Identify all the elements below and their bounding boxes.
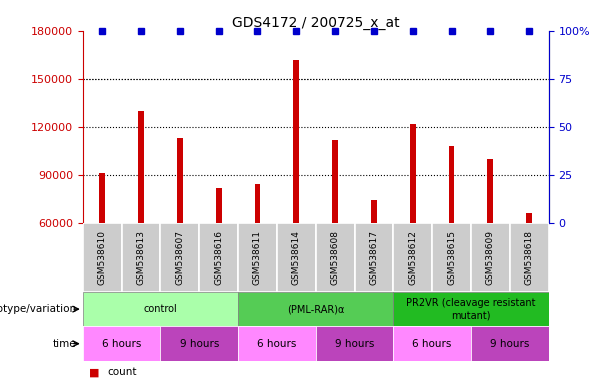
Text: 9 hours: 9 hours [335,339,374,349]
Bar [394,326,471,361]
Bar [471,326,549,361]
Text: GSM538613: GSM538613 [137,230,145,285]
Text: GSM538609: GSM538609 [486,230,495,285]
Text: 6 hours: 6 hours [102,339,141,349]
Text: ■: ■ [89,367,99,377]
Bar [394,223,432,292]
Title: GDS4172 / 200725_x_at: GDS4172 / 200725_x_at [232,16,400,30]
Bar [294,60,299,319]
Text: PR2VR (cleavage resistant
mutant): PR2VR (cleavage resistant mutant) [406,298,536,320]
Bar [410,124,416,319]
Bar [432,223,471,292]
Bar [83,292,238,326]
Bar [161,223,199,292]
Bar [354,223,394,292]
Bar [121,223,161,292]
Bar [316,223,354,292]
Bar [161,326,238,361]
Bar [83,326,161,361]
Bar [471,223,510,292]
Bar [510,223,549,292]
Text: GSM538618: GSM538618 [525,230,534,285]
Bar [487,159,493,319]
Text: 6 hours: 6 hours [413,339,452,349]
Text: GSM538615: GSM538615 [447,230,456,285]
Bar [177,138,183,319]
Bar [83,223,121,292]
Bar [199,223,238,292]
Text: 9 hours: 9 hours [180,339,219,349]
Bar [99,173,105,319]
Bar [316,326,394,361]
Bar [449,146,454,319]
Text: time: time [53,339,77,349]
Text: genotype/variation: genotype/variation [0,304,77,314]
Text: 6 hours: 6 hours [257,339,297,349]
Text: control: control [143,304,177,314]
Text: GSM538612: GSM538612 [408,230,417,285]
Text: GSM538608: GSM538608 [330,230,340,285]
Text: GSM538611: GSM538611 [253,230,262,285]
Bar [254,184,261,319]
Bar [216,187,221,319]
Text: GSM538614: GSM538614 [292,230,301,285]
Bar [332,139,338,319]
Bar [238,326,316,361]
Bar [394,292,549,326]
Text: GSM538607: GSM538607 [175,230,185,285]
Text: GSM538617: GSM538617 [370,230,378,285]
Bar [238,292,394,326]
Text: 9 hours: 9 hours [490,339,530,349]
Bar [371,200,377,319]
Text: (PML-RAR)α: (PML-RAR)α [287,304,345,314]
Bar [277,223,316,292]
Bar [527,213,532,319]
Bar [138,111,144,319]
Text: GSM538610: GSM538610 [97,230,107,285]
Bar [238,223,277,292]
Text: GSM538616: GSM538616 [214,230,223,285]
Text: count: count [107,367,137,377]
